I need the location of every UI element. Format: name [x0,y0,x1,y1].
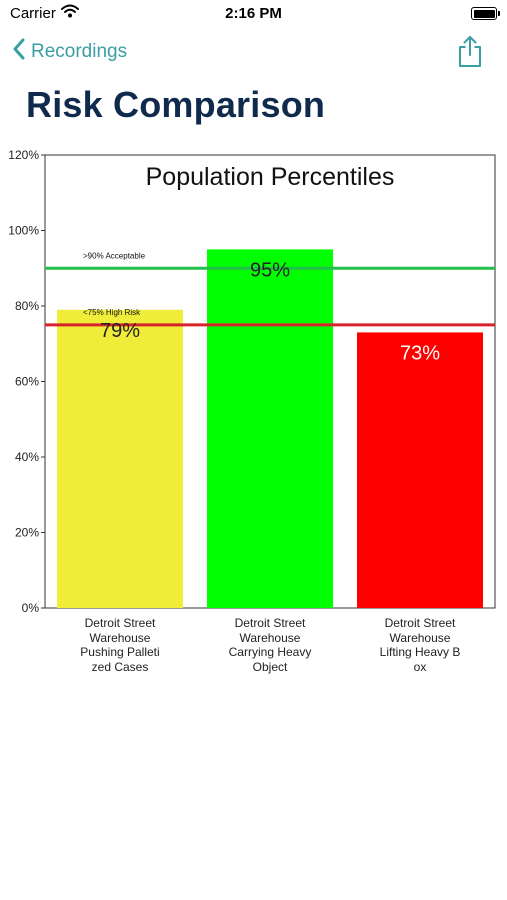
chart-canvas: 0% 20% 40% 60% 80% 100% 120% >90% Acceptable <75… [8,148,496,615]
bar [357,332,483,608]
bar [57,309,183,608]
y-tick-label: 40% [15,450,39,464]
y-tick-label: 20% [15,526,39,540]
status-bar: Carrier 2:16 PM [0,0,507,30]
page-title: Risk Comparison [26,84,326,125]
chevron-left-icon [12,38,25,65]
navigation-bar: Recordings [0,30,507,74]
data-label: 79% [100,320,140,342]
y-tick-label: 80% [15,299,39,313]
data-label: 73% [400,342,440,364]
y-tick-label: 60% [15,375,39,389]
y-tick-label: 0% [22,601,40,615]
battery-icon [471,7,500,20]
category-label: Detroit Street Warehouse Carrying Heavy Obj… [228,616,312,674]
y-tick-label: 100% [8,224,39,238]
risk-comparison-chart: 0% 20% 40% 60% 80% 100% 120% >90% Acceptable <75… [0,140,507,700]
status-time: 2:16 PM [225,5,282,22]
data-label: 95% [250,259,290,281]
carrier-label: Carrier [10,5,56,22]
share-button[interactable] [457,34,483,73]
back-label: Recordings [31,40,128,62]
reference-line-label: >90% Acceptable [83,251,146,260]
back-button[interactable]: Recordings [12,38,127,65]
share-icon [457,36,483,72]
chart-title: Population Percentiles [146,163,395,191]
wifi-icon [61,4,79,23]
reference-line-label: <75% High Risk [83,308,141,317]
y-tick-label: 120% [8,148,39,162]
bar [207,249,333,608]
category-label: Detroit Street Warehouse Pushing Palleti ze… [80,616,160,674]
